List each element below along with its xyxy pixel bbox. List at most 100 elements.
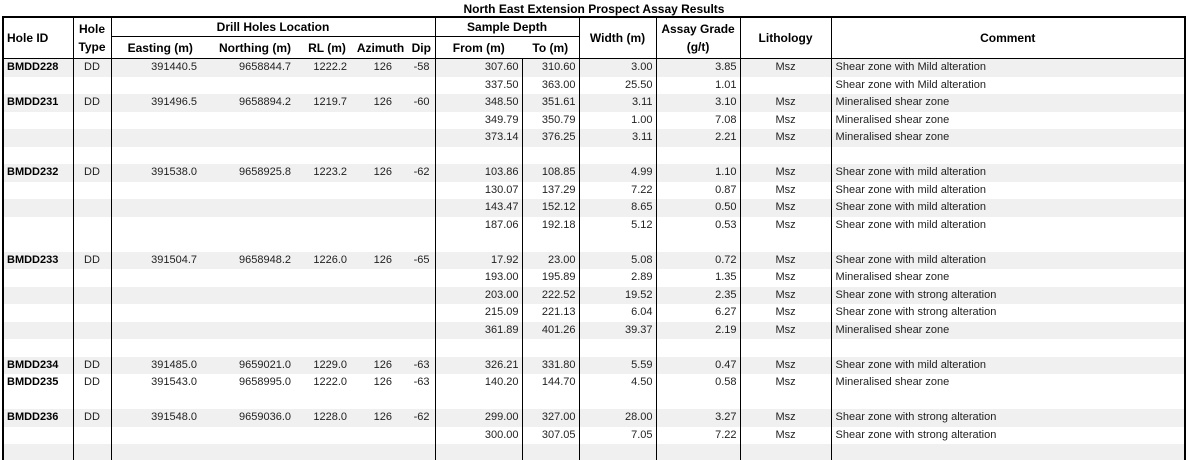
cell-easting <box>111 304 209 322</box>
cell-from: 17.92 <box>435 251 523 269</box>
cell-from <box>435 444 523 460</box>
cell-assay: 0.72 <box>656 251 741 269</box>
cell-rl <box>301 182 353 200</box>
cell-easting <box>111 129 209 147</box>
table-row: 300.00 307.05 7.05 7.22 Msz Shear zone w… <box>3 426 1185 445</box>
cell-hole-type <box>73 129 112 147</box>
cell-lithology: Msz <box>740 321 832 339</box>
cell-comment <box>831 147 1185 165</box>
cell-dip <box>408 146 436 164</box>
cell-azimuth: 126 <box>353 356 408 374</box>
col-header-hole-id: Hole ID <box>3 17 74 59</box>
cell-assay: 3.27 <box>656 409 741 427</box>
cell-to: 221.13 <box>522 304 580 322</box>
cell-lithology: Msz <box>740 216 832 234</box>
cell-width: 4.99 <box>579 164 657 182</box>
cell-rl: 1219.7 <box>301 94 353 112</box>
cell-from: 140.20 <box>435 374 523 392</box>
table-row <box>3 234 1185 252</box>
cell-northing: 9658995.0 <box>239 376 291 388</box>
cell-azimuth: 126 <box>353 58 408 77</box>
cell-hole-type <box>73 216 112 234</box>
cell-comment: Mineralised shear zone <box>831 321 1185 339</box>
col-header-from: From (m) <box>435 36 523 59</box>
cell-to: 195.89 <box>522 269 580 287</box>
cell-comment: Shear zone with mild alteration <box>831 199 1185 217</box>
cell-northing <box>209 199 301 217</box>
cell-easting: 391440.5 <box>111 58 209 77</box>
cell-assay: 6.27 <box>656 304 741 322</box>
table-row: 215.09 221.13 6.04 6.27 Msz Shear zone w… <box>3 304 1185 322</box>
table-row: BMDD232 DD 391538.0 9658925.8 1223.2 126… <box>3 164 1185 182</box>
table-row: 373.14 376.25 3.11 2.21 Msz Mineralised … <box>3 129 1185 147</box>
cell-assay: 0.47 <box>656 356 741 374</box>
cell-easting <box>111 199 209 217</box>
cell-to: 192.18 <box>522 216 580 234</box>
cell-hole-id <box>3 234 74 252</box>
cell-comment: Shear zone with mild alteration <box>835 218 986 231</box>
cell-hole-type: DD <box>73 164 112 182</box>
cell-azimuth <box>353 269 408 287</box>
cell-rl <box>301 286 353 304</box>
cell-easting <box>111 217 209 235</box>
cell-azimuth <box>353 339 408 357</box>
cell-hole-id: BMDD234 <box>3 356 74 374</box>
cell-rl <box>301 77 353 95</box>
cell-easting <box>111 321 209 339</box>
table-row <box>3 339 1185 357</box>
cell-comment: Shear zone with mild alteration <box>831 251 1185 269</box>
cell-to: 327.00 <box>522 409 580 427</box>
assay-table-body: BMDD228 DD 391440.5 9658844.7 1222.2 126… <box>3 58 1185 460</box>
cell-rl: 1222.0 <box>313 376 347 388</box>
cell-width: 7.05 <box>579 426 657 444</box>
cell-assay: 2.35 <box>656 286 741 304</box>
cell-comment: Shear zone with mild alteration <box>835 183 986 196</box>
cell-from: 130.07 <box>435 181 523 199</box>
cell-hole-id <box>3 321 74 339</box>
cell-rl: 1222.2 <box>301 58 353 77</box>
cell-northing <box>209 427 301 445</box>
cell-hole-type <box>73 304 112 322</box>
cell-hole-type: DD <box>73 356 112 374</box>
cell-dip <box>408 286 436 304</box>
cell-to <box>522 146 580 164</box>
cell-hole-id <box>3 444 74 460</box>
cell-comment: Shear zone with Mild alteration <box>831 58 1185 77</box>
cell-hole-id <box>3 181 74 199</box>
cell-width: 6.04 <box>579 304 657 322</box>
assay-table: Hole ID Hole Type Drill Holes Location S… <box>2 16 1186 460</box>
cell-hole-id <box>3 146 74 164</box>
cell-rl <box>301 304 353 322</box>
cell-assay <box>656 391 741 409</box>
cell-dip <box>408 391 436 409</box>
cell-hole-id <box>3 391 74 409</box>
cell-easting <box>111 392 209 410</box>
cell-hole-type <box>73 199 112 217</box>
cell-from: 215.09 <box>435 304 523 322</box>
cell-lithology: Msz <box>740 111 832 129</box>
cell-lithology: Msz <box>740 164 832 182</box>
cell-from: 349.79 <box>435 111 523 129</box>
cell-to: 363.00 <box>522 76 580 94</box>
cell-easting <box>111 234 209 252</box>
cell-hole-id <box>3 199 74 217</box>
cell-azimuth <box>353 112 408 130</box>
page-title: North East Extension Prospect Assay Resu… <box>463 2 725 16</box>
cell-dip: -63 <box>408 356 436 374</box>
cell-dip <box>408 76 436 94</box>
cell-hole-type: DD <box>73 409 112 427</box>
cell-to <box>522 339 580 357</box>
cell-dip <box>408 444 436 460</box>
cell-northing: 9658948.2 <box>209 251 301 269</box>
cell-northing <box>209 147 301 165</box>
cell-to <box>522 234 580 252</box>
cell-comment: Shear zone with mild alteration <box>831 356 1185 374</box>
cell-to: 331.80 <box>522 356 580 374</box>
cell-to: 152.12 <box>522 199 580 217</box>
cell-assay: 2.19 <box>656 321 741 339</box>
cell-width: 28.00 <box>579 409 657 427</box>
cell-hole-type <box>73 234 112 252</box>
col-header-width: Width (m) <box>579 17 657 59</box>
cell-hole-type <box>73 146 112 164</box>
cell-width: 5.59 <box>579 356 657 374</box>
